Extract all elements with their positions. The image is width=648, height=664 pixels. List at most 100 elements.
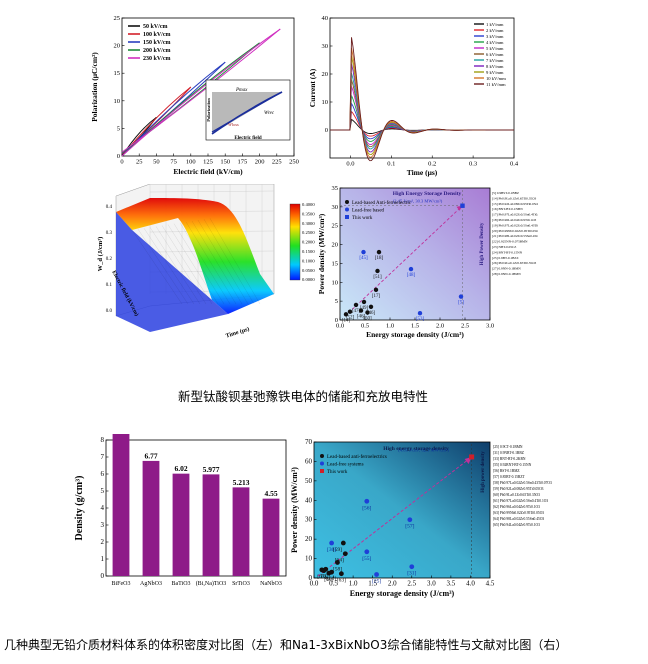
surface-mesh-line <box>143 228 195 305</box>
reference-entry: [14] Pb0.9La0.1Zr0.65Ti0.35O3 <box>492 196 537 200</box>
y-tick-label: 5 <box>335 298 338 305</box>
y-tick-label: 60 <box>305 457 313 465</box>
plot-frame <box>329 17 515 159</box>
category-label: BaTiO3 <box>171 581 190 587</box>
point-label: [30] <box>327 547 336 553</box>
point-label: [55] <box>362 556 371 562</box>
x-tick-label: 0.1 <box>387 161 395 168</box>
data-point <box>343 312 349 317</box>
y-tick-label: 10 <box>305 555 313 563</box>
data-point <box>353 302 359 308</box>
legend-label: 9 kV/mm <box>486 70 504 75</box>
reference-entry: [28] 0.9NN-0.1BMN <box>492 272 521 276</box>
density-bar <box>262 498 280 576</box>
point-label: [53] <box>416 317 425 322</box>
bar-value-label: 4.55 <box>264 489 277 498</box>
plot-background <box>314 442 490 578</box>
point-label: [46] <box>357 315 366 320</box>
y-axis-label: Density (g/cm³) <box>74 476 85 541</box>
point-label: [51] <box>373 275 382 280</box>
this-work-label: (2.45 J/cm³, 30.3 MW/cm³) <box>393 198 443 204</box>
data-point <box>329 540 334 546</box>
x-tick-label: 2.0 <box>388 580 397 588</box>
colorbar-tick-label: 0.3500 <box>302 211 315 216</box>
category-label: (Bi,Na)TiO3 <box>196 580 227 587</box>
surface-mesh-line <box>167 224 219 305</box>
reference-entry: [26] Pb0.9La0.1Zr0.65Ti0.35O3 <box>492 261 537 265</box>
bar-value-label: 5.977 <box>203 465 220 474</box>
plot-frame <box>313 441 491 579</box>
x-tick-label: 0.0 <box>310 580 319 588</box>
x-tick-label: 1.0 <box>386 323 394 330</box>
trend-arrow-line <box>344 205 463 317</box>
legend-label: This work <box>327 470 348 475</box>
point-label: [60] <box>324 577 333 583</box>
x-axis-label: Energy storage density (J/cm³) <box>366 330 464 339</box>
legend-label: 8 kV/mm <box>486 64 504 69</box>
colorbar <box>289 203 301 281</box>
y-tick-label: 15 <box>332 260 339 267</box>
point-label: [47] <box>352 309 361 314</box>
data-point <box>338 571 344 577</box>
x-tick-label: 3.0 <box>427 580 436 588</box>
surface-grid-line <box>149 190 275 193</box>
y-tick-label: 0 <box>117 153 120 160</box>
ragone-figure-1: 0.0 0.5 1.0 1.5 2.0 2.5 3.0 0 5 10 15 20 25 30 35 Energ… <box>317 184 548 352</box>
reference-entry: [33] BNT-BT-0.2KBN <box>493 457 526 461</box>
reference-entry: [20] Pb0.99Nb0.02Zr0.95Ti0.05O3 <box>492 229 538 233</box>
surface-mesh-line <box>209 218 261 305</box>
data-point <box>365 310 370 315</box>
category-label: NaNbO3 <box>260 581 282 587</box>
surface-mesh-line <box>197 220 249 305</box>
reference-entry: [23] NBT-0.05CZ <box>492 245 516 249</box>
y-tick-label: 1 <box>101 555 105 563</box>
point-label: [45] <box>359 256 368 261</box>
x-tick-label: 2.0 <box>436 323 444 330</box>
surface-mesh-line <box>149 227 201 305</box>
data-point <box>376 249 382 255</box>
inset-wloss: Wloss <box>228 122 239 127</box>
inset-pmax: Pmax <box>235 88 248 93</box>
y-tick-label: 20 <box>305 535 313 543</box>
point-label: [18] <box>375 256 384 261</box>
x-tick-label: 0.5 <box>361 323 369 330</box>
reference-entry: [55] 0.92BNT-BT-0.15NN <box>493 463 532 467</box>
point-label: [49] <box>360 306 369 311</box>
density-bar <box>142 460 160 576</box>
reference-entry: [61] Pb0.97La0.02Zr0.5Sn0.4Ti0.1O3 <box>493 499 548 503</box>
y-tick-label: 15 <box>114 70 121 77</box>
inset-wrec: Wrec <box>264 111 275 116</box>
point-label: [48] <box>407 273 416 278</box>
y-tick-label: 10 <box>114 98 121 105</box>
reference-entry: [25] 0.9CT-0.1BMN <box>493 445 523 449</box>
point-label: [17] <box>372 294 381 299</box>
y-tick-label: 20 <box>332 242 339 249</box>
data-point <box>409 564 415 570</box>
y-tick-label: 2 <box>101 538 105 546</box>
legend-marker <box>345 207 349 212</box>
surface-mesh-line <box>185 221 237 305</box>
point-label: [65] <box>317 574 326 580</box>
y-tick-label: 6 <box>101 470 105 478</box>
z-tick-label: 0.3 <box>106 231 113 236</box>
y-tick-label: 40 <box>322 15 329 22</box>
data-point <box>321 568 327 574</box>
reference-entry: [64] Pb0.98La0.02Zr0.55Sn0.45O3 <box>493 517 544 521</box>
surface-mesh-line <box>131 229 183 305</box>
y-tick-label: 30 <box>322 43 329 50</box>
z-tick-label: 0.0 <box>106 309 113 314</box>
x-tick-label: 75 <box>170 159 177 166</box>
z-tick-label: 0.4 <box>106 205 113 210</box>
y-tick-label: 5 <box>101 487 105 495</box>
legend-label: Lead-free systems <box>327 463 364 468</box>
x-axis-label: Electric field (kV/cm) <box>173 167 243 176</box>
point-label: [14] <box>342 318 351 323</box>
y-tick-label: 5 <box>117 125 120 132</box>
point-label: [62] <box>321 573 330 579</box>
x-tick-label: 50 <box>153 159 160 166</box>
caption-2-text: 几种典型无铅介质材料体系的体积密度对比图（左）和Na1-3xBixNbO3综合储… <box>4 638 568 652</box>
reference-entry: [56] BST-0.1BMZ <box>493 469 520 473</box>
colorbar-tick-label: 0.1000 <box>302 258 315 263</box>
y-tick-label: 8 <box>101 436 105 444</box>
reference-entry: [18] Pb0.96La0.04Zr0.9Ti0.1O3 <box>492 218 537 222</box>
